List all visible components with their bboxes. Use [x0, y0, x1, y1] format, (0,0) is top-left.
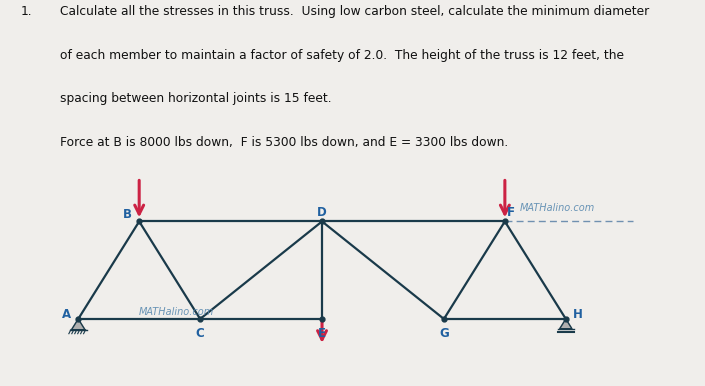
Text: E: E — [318, 327, 326, 340]
Text: spacing between horizontal joints is 15 feet.: spacing between horizontal joints is 15 … — [60, 92, 331, 105]
Text: MATHalino.com: MATHalino.com — [139, 306, 214, 317]
Text: Calculate all the stresses in this truss.  Using low carbon steel, calculate the: Calculate all the stresses in this truss… — [60, 5, 649, 18]
Text: MATHalino.com: MATHalino.com — [520, 203, 595, 213]
Text: C: C — [196, 327, 204, 340]
Text: Force at B is 8000 lbs down,  F is 5300 lbs down, and E = 3300 lbs down.: Force at B is 8000 lbs down, F is 5300 l… — [60, 136, 508, 149]
Text: of each member to maintain a factor of safety of 2.0.  The height of the truss i: of each member to maintain a factor of s… — [60, 49, 624, 62]
Text: B: B — [123, 208, 132, 221]
Text: F: F — [507, 207, 515, 219]
Text: D: D — [317, 207, 327, 219]
Text: G: G — [439, 327, 449, 340]
Polygon shape — [71, 319, 85, 330]
Text: H: H — [573, 308, 583, 321]
Polygon shape — [560, 319, 572, 329]
Text: 1.: 1. — [21, 5, 32, 18]
Text: A: A — [61, 308, 70, 321]
